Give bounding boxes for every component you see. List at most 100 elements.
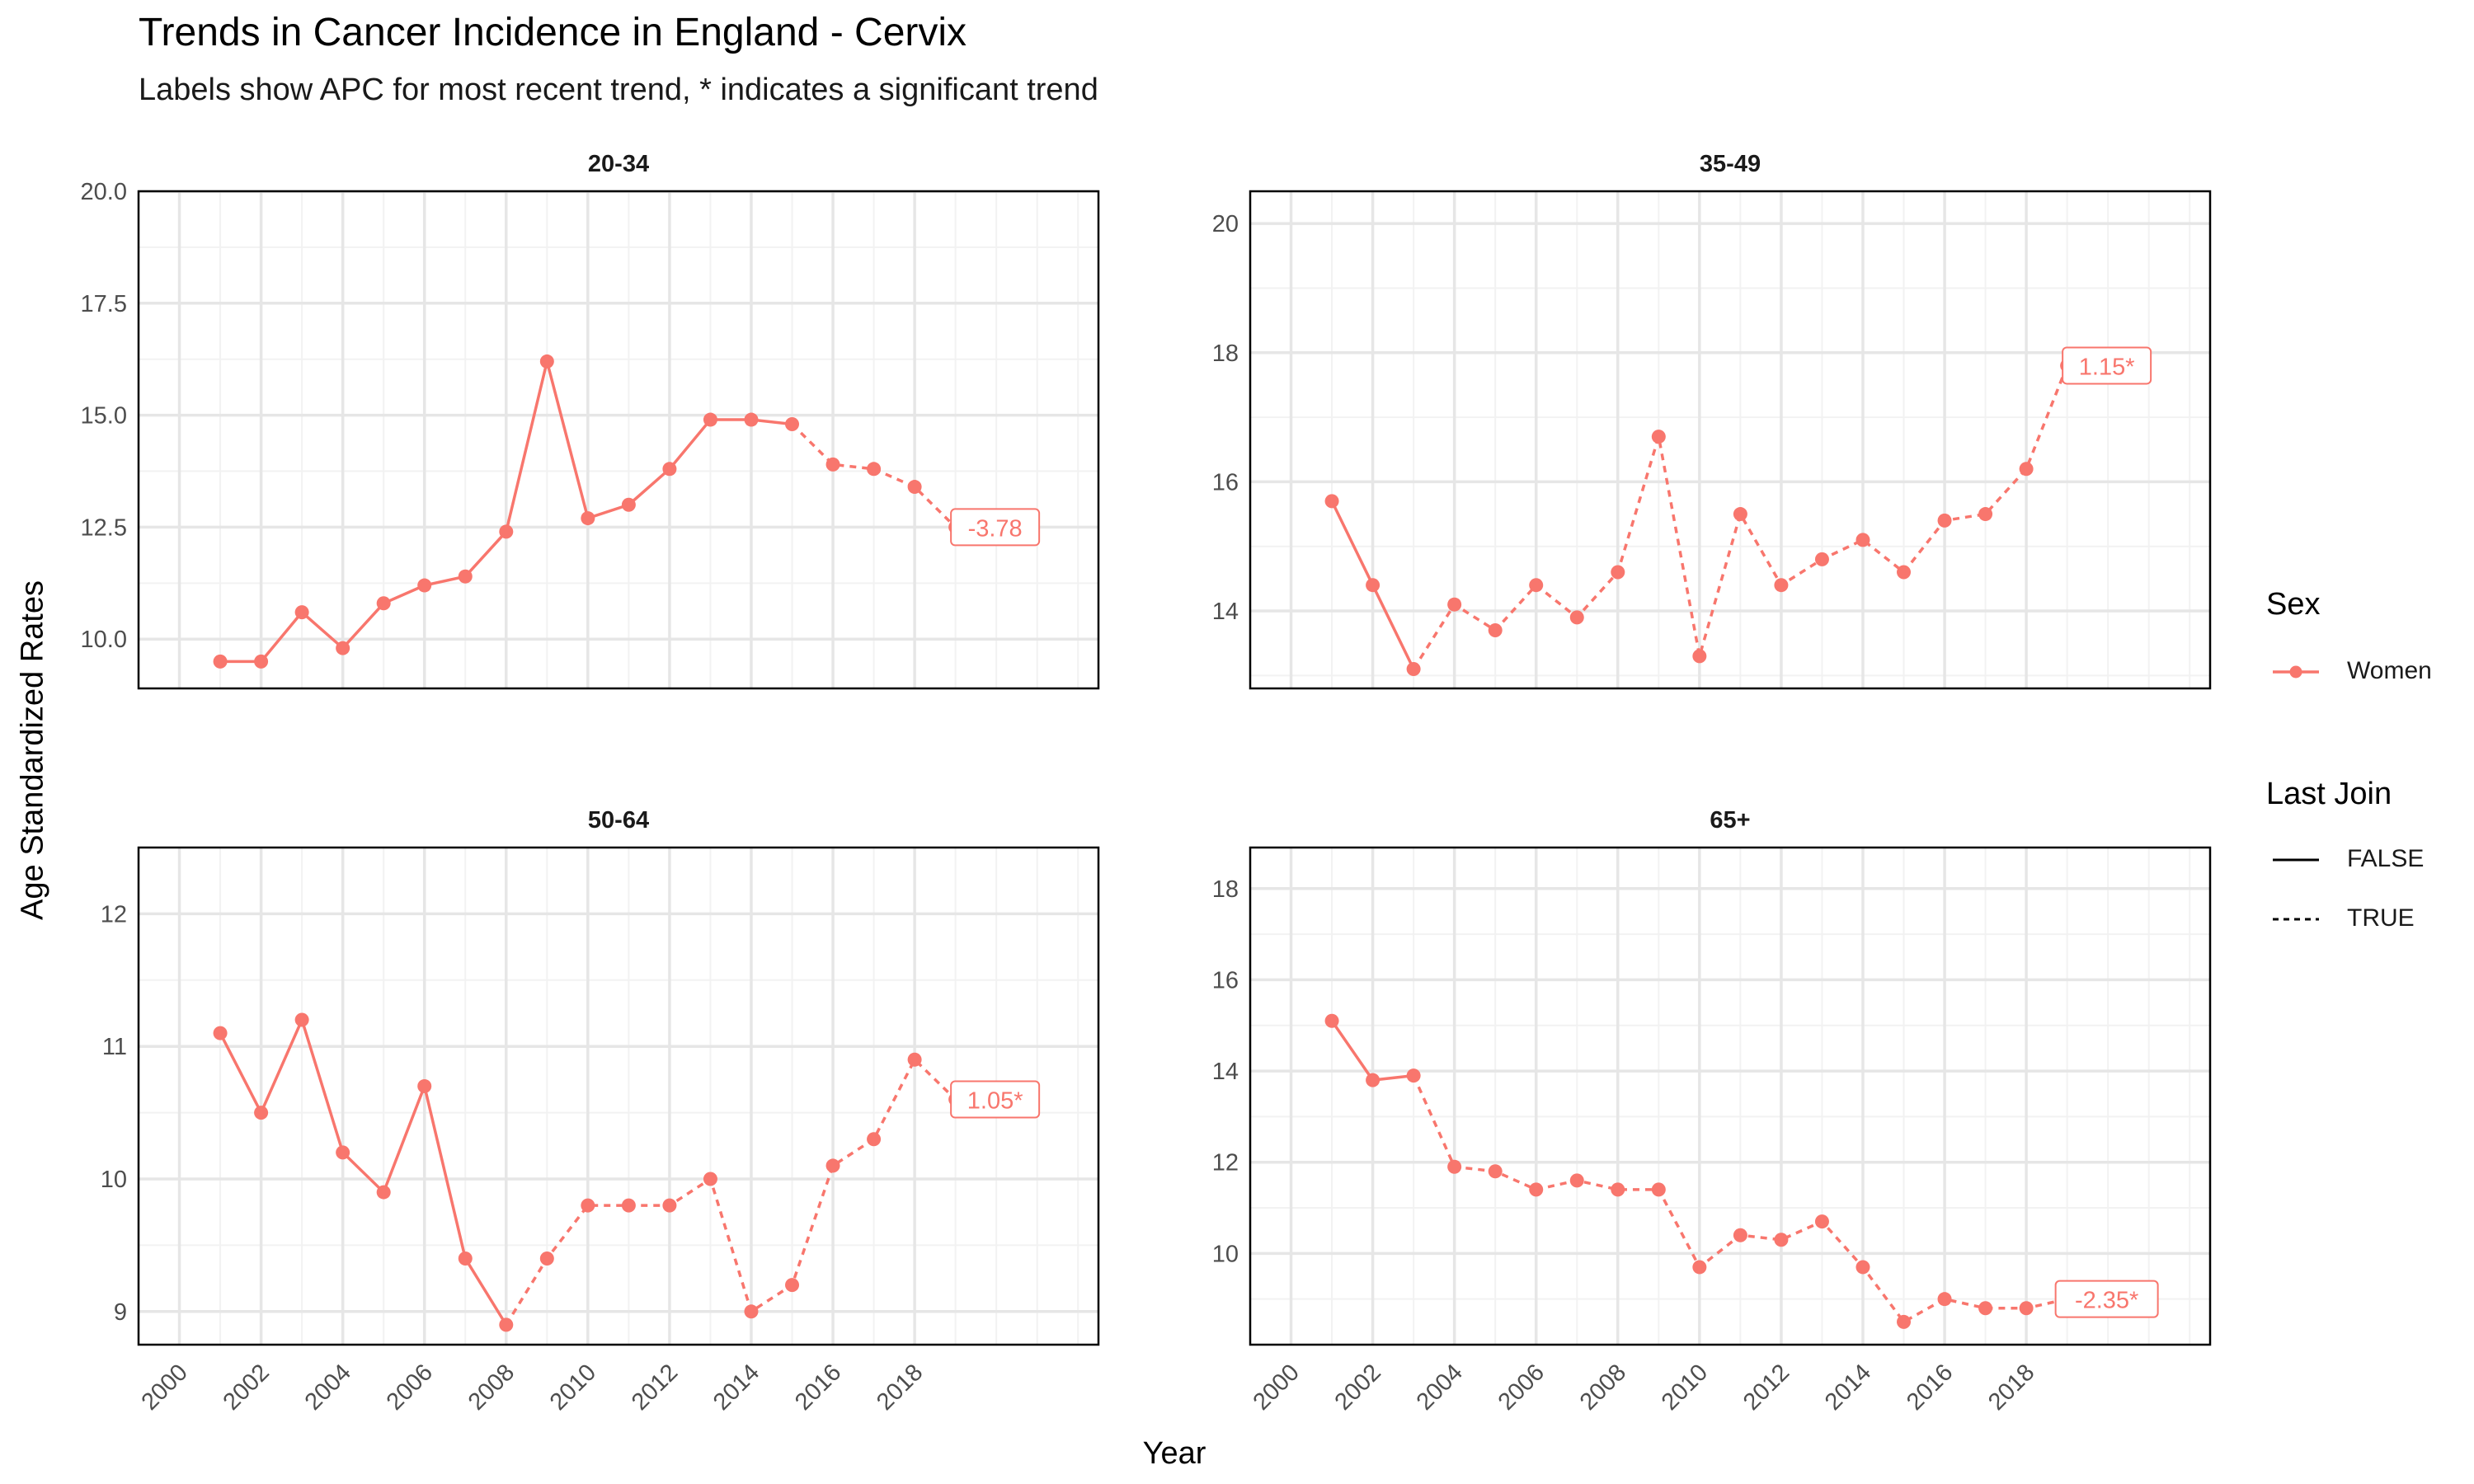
series-line-dashed — [791, 423, 957, 528]
panel-border — [137, 190, 1100, 690]
y-tick-label: 16 — [1212, 469, 1239, 495]
panel-border — [137, 846, 1100, 1346]
series-line-dashed — [505, 1057, 957, 1326]
data-point — [703, 1172, 717, 1186]
data-point — [1529, 578, 1544, 593]
data-point — [1651, 430, 1666, 444]
data-point — [1978, 507, 1993, 522]
data-point — [1774, 1233, 1789, 1247]
data-point — [1937, 513, 1952, 528]
series-line-dashed — [1412, 364, 2069, 670]
legend-item-false: FALSE — [2347, 845, 2425, 872]
y-tick-label: 20.0 — [81, 179, 127, 205]
x-tick-label: 2010 — [1657, 1360, 1713, 1416]
x-tick-label: 2008 — [1575, 1360, 1631, 1416]
data-point — [621, 497, 636, 512]
data-point — [867, 462, 882, 477]
y-tick-label: 12.5 — [81, 514, 127, 541]
y-tick-label: 16 — [1212, 967, 1239, 993]
data-point — [662, 462, 677, 477]
data-point — [1447, 1159, 1462, 1174]
data-point — [907, 1052, 922, 1067]
data-point — [1978, 1301, 1993, 1316]
series-line-solid — [219, 1016, 508, 1326]
data-point — [744, 412, 759, 427]
y-tick-label: 20 — [1212, 211, 1239, 237]
data-point — [1488, 1164, 1503, 1179]
data-point — [621, 1198, 636, 1213]
data-point — [458, 569, 473, 584]
data-point — [1447, 597, 1462, 612]
y-tick-label: 12 — [101, 901, 127, 928]
y-tick-label: 15.0 — [81, 403, 127, 430]
x-tick-label: 2016 — [790, 1360, 846, 1416]
data-point — [581, 511, 595, 526]
data-point — [825, 457, 840, 472]
data-point — [1937, 1292, 1952, 1307]
data-point — [703, 412, 717, 427]
x-tick-label: 2010 — [545, 1360, 601, 1416]
apc-label-box — [950, 508, 1041, 547]
legend-sex-title: Sex — [2266, 587, 2321, 622]
legend-item-women: Women — [2347, 657, 2432, 684]
data-point — [785, 416, 800, 431]
data-point — [499, 1317, 514, 1332]
data-point — [1406, 1068, 1421, 1083]
y-tick-label: 9 — [114, 1299, 127, 1326]
data-point — [1529, 1182, 1544, 1197]
panel-50-64: 50-64 9 10 11 12 2000 2002 2004 2006 2008 2010 2012… — [101, 807, 1100, 1416]
x-tick-label: 2006 — [1493, 1360, 1550, 1416]
y-tick-label: 17.5 — [81, 291, 127, 317]
data-point — [1692, 1260, 1707, 1275]
data-point — [744, 1304, 759, 1319]
legend-false-key — [2273, 858, 2319, 862]
x-tick-label: 2016 — [1902, 1360, 1958, 1416]
data-point — [254, 1106, 269, 1120]
x-tick-label: 2012 — [627, 1360, 683, 1416]
data-point — [1733, 507, 1747, 522]
data-point — [213, 1026, 228, 1040]
panel-35-49: 35-49 14 16 18 20 1.15* — [1212, 151, 2212, 690]
x-tick-label: 2008 — [463, 1360, 520, 1416]
x-tick-label: 2002 — [1330, 1360, 1386, 1416]
x-tick-label: 2004 — [300, 1360, 356, 1416]
x-tick-label: 2014 — [1820, 1360, 1876, 1416]
panel-title: 35-49 — [1700, 151, 1761, 177]
data-point — [1569, 1173, 1584, 1188]
y-tick-label: 10.0 — [81, 627, 127, 653]
panel-border — [1249, 846, 2212, 1346]
data-point — [662, 1198, 677, 1213]
apc-label-box — [2054, 1280, 2159, 1318]
legend-item-true: TRUE — [2347, 904, 2415, 932]
x-tick-label: 2004 — [1412, 1360, 1468, 1416]
panel-title: 20-34 — [588, 151, 649, 177]
panel-title: 65+ — [1710, 807, 1750, 834]
data-point — [1488, 623, 1503, 638]
apc-label-box — [950, 1080, 1041, 1119]
data-point — [581, 1198, 595, 1213]
data-point — [867, 1132, 882, 1147]
x-tick-label: 2012 — [1738, 1360, 1794, 1416]
data-point — [376, 1185, 391, 1200]
data-point — [2019, 1301, 2034, 1316]
legend-join-title: Last Join — [2266, 777, 2392, 811]
data-point — [458, 1251, 473, 1266]
chart-title: Trends in Cancer Incidence in England - … — [139, 11, 967, 54]
data-point — [825, 1158, 840, 1173]
panel-65+: 65+ 10 12 14 16 18 2000 2002 2004 2006 2008 2010 201… — [1212, 807, 2212, 1416]
panel-border — [1249, 190, 2212, 690]
data-point — [539, 1251, 554, 1266]
data-point — [1774, 578, 1789, 593]
data-point — [376, 596, 391, 611]
chart-subtitle: Labels show APC for most recent trend, *… — [139, 73, 1098, 107]
data-point — [336, 1145, 350, 1160]
legend-women-key — [2273, 665, 2319, 679]
data-point — [1611, 565, 1625, 580]
data-point — [294, 605, 309, 620]
data-point — [1856, 533, 1870, 547]
x-tick-label: 2000 — [1249, 1360, 1305, 1416]
y-tick-label: 18 — [1212, 876, 1239, 903]
panel-title: 50-64 — [588, 807, 649, 834]
data-point — [254, 654, 269, 669]
